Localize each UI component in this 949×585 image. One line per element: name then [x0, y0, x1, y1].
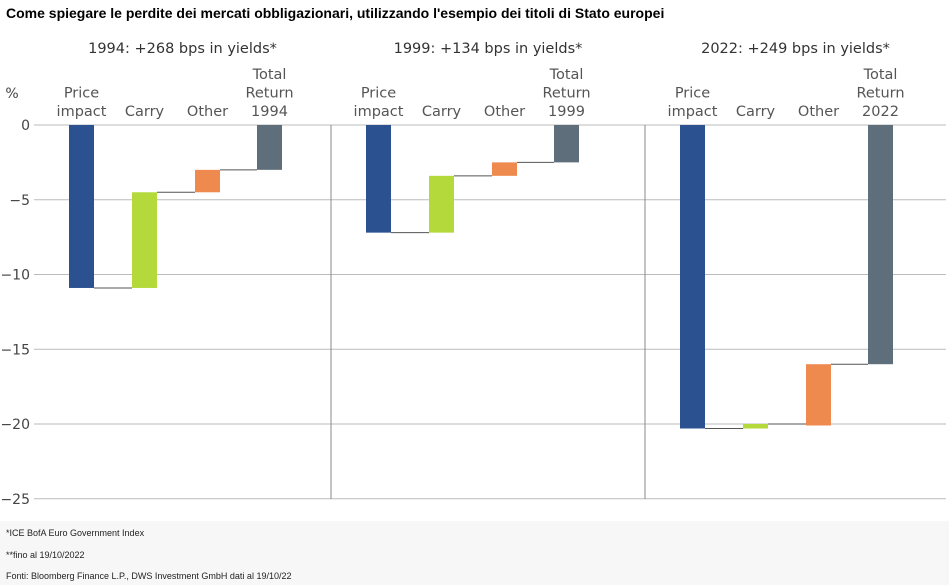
- bar-price-impact: [680, 125, 705, 429]
- category-label: Price: [675, 86, 710, 102]
- category-label: impact: [354, 104, 404, 120]
- panel-title: 2022: +249 bps in yields*: [701, 41, 890, 57]
- bar-total: [868, 125, 893, 365]
- category-label: 2022: [862, 104, 899, 120]
- y-tick-label: −5: [9, 193, 30, 209]
- bar-carry: [132, 192, 157, 288]
- category-label: Carry: [125, 104, 165, 120]
- category-label: Price: [361, 86, 396, 102]
- y-tick-label: −20: [0, 417, 30, 433]
- category-label: 1994: [251, 104, 288, 120]
- y-tick-label: 0: [21, 118, 30, 134]
- y-tick-label: −25: [0, 492, 30, 508]
- y-tick-label: −15: [0, 342, 30, 358]
- bar-total: [554, 125, 579, 163]
- category-label: Total: [252, 67, 287, 83]
- category-label: Other: [187, 104, 228, 120]
- category-label: Carry: [422, 104, 462, 120]
- panel-title: 1994: +268 bps in yields*: [88, 41, 277, 57]
- category-label: impact: [668, 104, 718, 120]
- category-label: Carry: [736, 104, 776, 120]
- category-label: Price: [64, 86, 99, 102]
- category-label: Total: [549, 67, 584, 83]
- category-label: Other: [798, 104, 839, 120]
- category-label: Return: [856, 86, 904, 102]
- bar-total: [257, 125, 282, 170]
- category-label: 1999: [548, 104, 585, 120]
- bar-other: [806, 364, 831, 426]
- bar-price-impact: [366, 125, 391, 233]
- category-label: Return: [245, 86, 293, 102]
- footnote-source: Fonti: Bloomberg Finance L.P., DWS Inves…: [6, 571, 292, 581]
- category-label: Other: [484, 104, 525, 120]
- category-label: impact: [57, 104, 107, 120]
- bar-carry: [429, 175, 454, 233]
- footnote-index: *ICE BofA Euro Government Index: [6, 528, 145, 538]
- chart-title: Come spiegare le perdite dei mercati obb…: [6, 5, 665, 21]
- y-tick-label: −10: [0, 268, 30, 284]
- bar-carry: [743, 424, 768, 429]
- panel-title: 1999: +134 bps in yields*: [394, 41, 583, 57]
- category-label: Return: [542, 86, 590, 102]
- footnotes: *ICE BofA Euro Government Index **fino a…: [0, 521, 949, 585]
- y-unit-label: %: [5, 86, 18, 102]
- waterfall-chart: 0 −5 −10 −15 −20 −25% 1994: +268 bps in yields…: [0, 41, 946, 508]
- bar-other: [195, 169, 220, 193]
- bar-price-impact: [69, 125, 94, 288]
- footnote-date: **fino al 19/10/2022: [6, 550, 85, 560]
- bar-other: [492, 162, 517, 176]
- category-label: Total: [863, 67, 898, 83]
